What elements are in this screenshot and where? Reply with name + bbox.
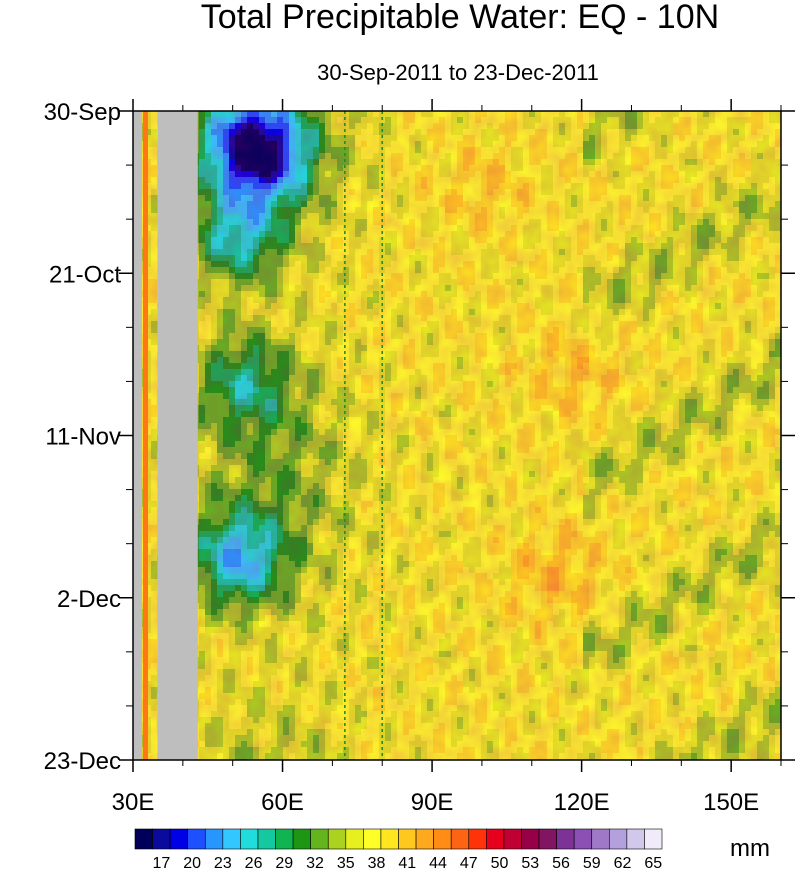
chart-title: Total Precipitable Water: EQ - 10N [201,0,719,36]
chart-subtitle: 30-Sep-2011 to 23-Dec-2011 [317,60,599,85]
heatmap-field [133,111,781,760]
